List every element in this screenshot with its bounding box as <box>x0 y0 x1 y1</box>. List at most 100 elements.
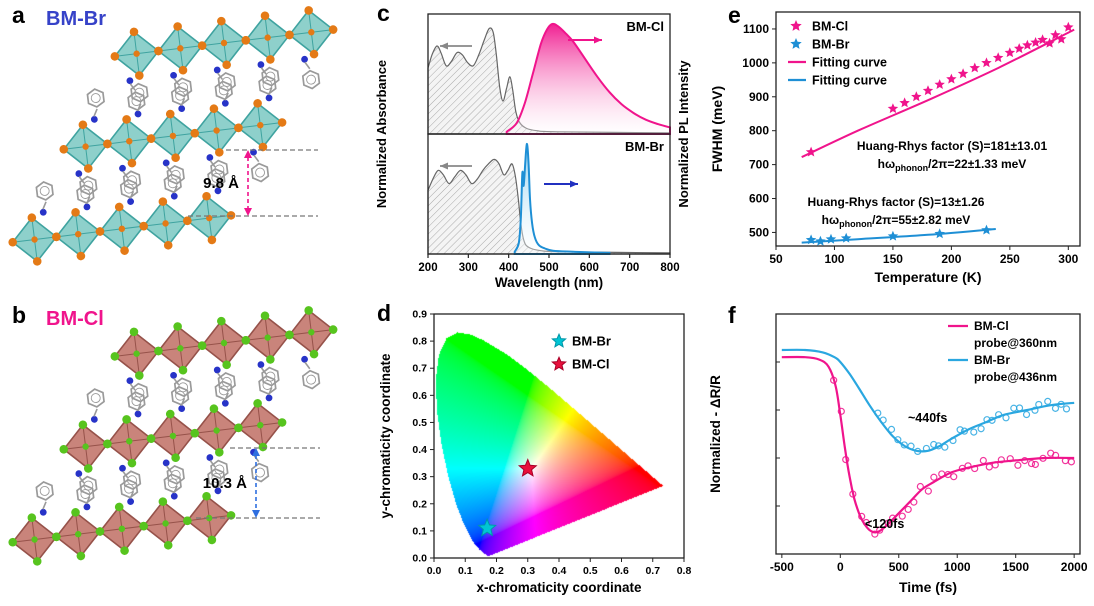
svg-text:700: 700 <box>620 262 639 274</box>
d-legend-BM-Cl: BM-Cl <box>572 357 610 372</box>
svg-text:500: 500 <box>889 560 909 574</box>
panel-label-b: b <box>12 302 27 328</box>
layered-perovskite-structure <box>8 306 338 566</box>
cie-gamut-canvas <box>434 314 684 558</box>
svg-text:900: 900 <box>749 90 769 104</box>
panel-label-e: e <box>728 2 741 28</box>
c-xlabel: Wavelength (nm) <box>495 275 603 290</box>
ta-scatter-BM-Cl <box>830 376 1075 538</box>
e-legend-2: Fitting curve <box>812 56 887 70</box>
ta-fit-BM-Cl <box>781 355 1075 534</box>
fwhm-temperature-chart: 50 100 150 200 250 300 500 600 700 800 900 1000 1100… <box>709 11 1081 285</box>
svg-text:2000: 2000 <box>1061 560 1088 574</box>
svg-text:1000: 1000 <box>944 560 971 574</box>
data-star-BM-Cl <box>969 62 980 73</box>
annotation-440fs: ~440fs <box>908 411 947 425</box>
bm-cl-structure-drawing: 10.3 Å <box>8 306 338 566</box>
svg-text:0.7: 0.7 <box>412 363 427 375</box>
data-star-BM-Br <box>825 233 837 244</box>
interlayer-distance-annotation: 9.8 Å <box>188 149 318 217</box>
svg-text:300: 300 <box>1058 252 1078 266</box>
f-xlabel: Time (fs) <box>899 579 957 595</box>
data-star-BM-Cl <box>1014 43 1025 54</box>
data-star-BM-Cl <box>1022 39 1033 50</box>
svg-text:400: 400 <box>499 262 518 274</box>
pl-spectrum-BM-Br <box>513 142 611 255</box>
data-star-BM-Cl <box>1037 34 1048 45</box>
d-legend-BM-Br: BM-Br <box>572 334 611 349</box>
panel-c-absorbance-pl-spectra: BM-Cl BM-Br 200 300 400 500 600 700 800 Wavelengt… <box>372 0 700 300</box>
interlayer-distance-annotation: 10.3 Å <box>196 447 320 519</box>
svg-text:700: 700 <box>749 158 769 172</box>
svg-text:-500: -500 <box>770 560 794 574</box>
data-star-BM-Cl <box>981 57 992 68</box>
svg-text:1100: 1100 <box>743 22 769 36</box>
svg-text:1500: 1500 <box>1002 560 1029 574</box>
legend: BM-Cl BM-Br Fitting curve Fitting curve <box>788 20 887 88</box>
panel-a-crystal-structure-bm-br: 9.8 Å a BM-Br <box>0 0 372 300</box>
svg-text:0.1: 0.1 <box>458 565 473 577</box>
subplot-label-BM-Cl: BM-Cl <box>626 19 664 34</box>
subplot-label-BM-Br: BM-Br <box>625 139 664 154</box>
axes: 0.0 0.1 0.2 0.3 0.4 0.5 0.6 0.7 0.8 0.0 0.1 0.2 0.3 0… <box>412 309 691 578</box>
panel-b-crystal-structure-bm-cl: 10.3 Å b BM-Cl <box>0 300 372 606</box>
svg-text:800: 800 <box>749 124 769 138</box>
f-legend-2: BM-Br <box>974 353 1010 367</box>
svg-text:100: 100 <box>824 252 844 266</box>
cie-diagram-chart: 0.0 0.1 0.2 0.3 0.4 0.5 0.6 0.7 0.8 0.0 0.1 0.2 0.3 0… <box>378 309 691 596</box>
transient-reflectance-chart: -500 0 500 1000 1500 2000 Time (fs) Normalized … <box>708 313 1088 595</box>
data-star-BM-Cl <box>899 97 910 108</box>
fitting-curve-3 <box>801 228 996 244</box>
data-star-BM-Cl <box>1056 33 1067 44</box>
e-legend-1: BM-Br <box>812 38 850 52</box>
phonon-energy-annotation: hωphonon/2π=55±2.82 meV <box>822 213 971 229</box>
svg-text:0.9: 0.9 <box>412 309 427 321</box>
svg-text:600: 600 <box>580 262 599 274</box>
data-star-BM-Cl <box>934 79 945 89</box>
svg-text:0.7: 0.7 <box>645 565 660 577</box>
e-xlabel: Temperature (K) <box>874 269 981 285</box>
fitting-curve-2 <box>801 28 1075 159</box>
svg-text:150: 150 <box>883 252 903 266</box>
c-ylabel-right: Normalized PL Intensity <box>676 60 691 208</box>
svg-text:800: 800 <box>660 262 679 274</box>
annotation-120fs: <120fs <box>865 517 904 531</box>
data-star-BM-Cl <box>957 68 969 79</box>
e-ylabel: FWHM (meV) <box>709 86 725 172</box>
data-star-BM-Cl <box>1063 21 1074 32</box>
svg-text:0: 0 <box>837 560 844 574</box>
data-star-BM-Cl <box>1030 37 1041 47</box>
distance-label: 10.3 Å <box>203 475 247 492</box>
svg-text:500: 500 <box>539 262 558 274</box>
data-star-BM-Cl <box>992 52 1004 63</box>
svg-text:0.4: 0.4 <box>412 444 427 456</box>
layered-perovskite-structure <box>8 6 338 266</box>
f-legend-3: probe@436nm <box>974 370 1057 384</box>
structure-title-bm-cl: BM-Cl <box>46 308 104 330</box>
svg-text:0.8: 0.8 <box>412 336 427 348</box>
spectra <box>427 22 671 255</box>
svg-text:0.6: 0.6 <box>614 565 629 577</box>
axes: -500 0 500 1000 1500 2000 <box>770 361 1088 574</box>
svg-text:0.0: 0.0 <box>427 565 442 577</box>
phonon-energy-annotation: hωphonon/2π=22±1.33 meV <box>878 157 1027 173</box>
data-star-BM-Cl <box>1004 47 1016 58</box>
huang-rhys-annotation: Huang-Rhys factor (S)=13±1.26 <box>808 195 985 209</box>
distance-label: 9.8 Å <box>203 175 239 192</box>
panel-label-f: f <box>728 302 736 328</box>
svg-text:0.8: 0.8 <box>677 565 692 577</box>
c-ylabel-left: Normalized Absorbance <box>374 60 389 208</box>
f-legend-1: probe@360nm <box>974 336 1057 350</box>
pl-spectrum-BM-Cl <box>505 22 671 135</box>
svg-text:250: 250 <box>1000 252 1020 266</box>
d-xlabel: x-chromaticity coordinate <box>476 580 642 595</box>
svg-text:300: 300 <box>459 262 478 274</box>
panel-label-c: c <box>377 0 390 26</box>
panel-label-d: d <box>377 300 392 326</box>
svg-text:0.2: 0.2 <box>412 498 427 510</box>
svg-text:0.6: 0.6 <box>412 390 427 402</box>
bm-br-structure-drawing: 9.8 Å <box>8 6 338 266</box>
data-star-BM-Cl <box>946 73 957 84</box>
data-star-BM-Br <box>887 230 899 241</box>
